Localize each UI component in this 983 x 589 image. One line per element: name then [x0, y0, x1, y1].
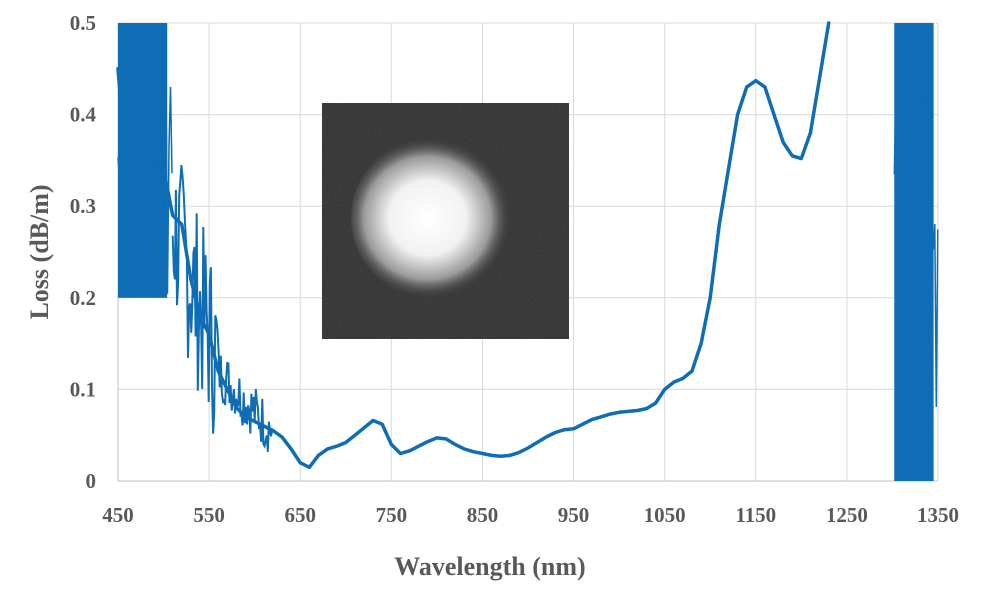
x-tick-label: 950 [558, 503, 590, 527]
y-tick-label: 0.5 [70, 11, 96, 35]
y-tick-label: 0.4 [70, 103, 97, 127]
y-axis-title: Loss (dB/m) [25, 184, 54, 319]
y-tick-label: 0.3 [70, 194, 96, 218]
x-tick-labels: 450 550 650 750 850 950 1050 1150 1250 1350 [102, 503, 959, 527]
x-tick-label: 450 [102, 503, 134, 527]
x-tick-label: 1350 [917, 503, 959, 527]
y-tick-label: 0 [86, 469, 97, 493]
x-tick-label: 1150 [735, 503, 776, 527]
x-tick-label: 1250 [826, 503, 868, 527]
x-tick-label: 850 [467, 503, 499, 527]
y-tick-label: 0.2 [70, 286, 96, 310]
y-tick-labels: 0 0.1 0.2 0.3 0.4 0.5 [70, 11, 97, 493]
x-axis-title: Wavelength (nm) [394, 552, 585, 581]
loss-line [116, 21, 831, 470]
series-loss [116, 21, 939, 481]
noise-trace [893, 44, 939, 461]
noise-spikes [171, 164, 274, 452]
x-tick-label: 750 [376, 503, 408, 527]
inset-mode-image [322, 103, 569, 339]
inset-light-spot [351, 136, 521, 300]
x-tick-label: 1050 [644, 503, 686, 527]
x-tick-label: 650 [284, 503, 316, 527]
y-tick-label: 0.1 [70, 377, 96, 401]
x-tick-label: 550 [193, 503, 225, 527]
noise-trace [117, 36, 173, 294]
